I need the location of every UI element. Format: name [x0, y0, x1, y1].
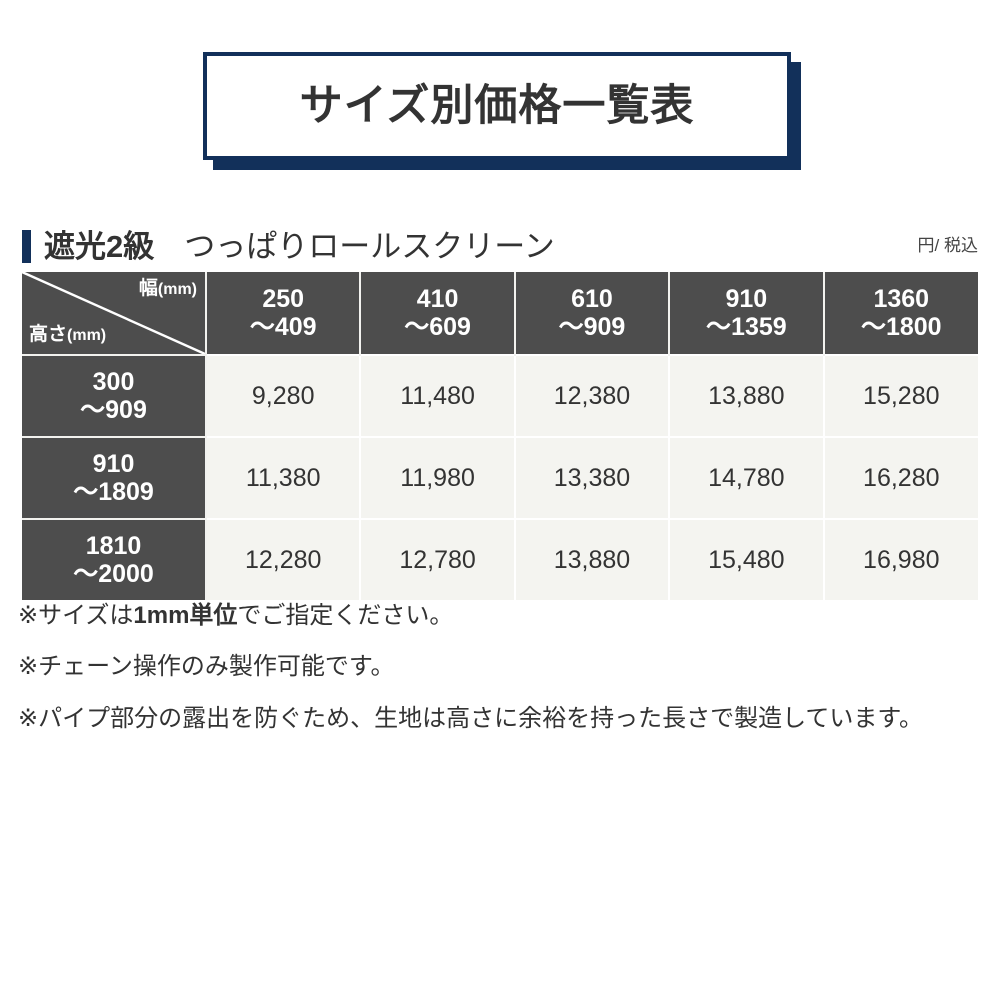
note-size-unit-part2: でご指定ください。 [237, 602, 454, 629]
column-header-4: 910 ～1359 [669, 272, 825, 355]
table-header-row: 幅(mm) 高さ(mm) 250 ～409 410 ～609 610 ～909 … [22, 272, 978, 355]
column-header-2-to: ～609 [404, 313, 471, 341]
table-corner-cell: 幅(mm) 高さ(mm) [22, 272, 207, 355]
column-header-5-to: ～1800 [860, 313, 942, 341]
row-header-1-from: 300 [92, 368, 135, 396]
row-header-2-from: 910 [92, 450, 135, 478]
column-header-4-to: ～1359 [706, 313, 787, 341]
price-cell: 12,380 [514, 354, 671, 437]
note-size-unit-part1: ※サイズは [18, 602, 134, 629]
row-header-2-to: ～1809 [73, 478, 154, 506]
product-grade-label: 遮光2級 [44, 228, 155, 264]
price-cell: 9,280 [206, 354, 362, 437]
note-pipe-length: ※パイプ部分の露出を防ぐため、生地は高さに余裕を持った長さで製造しています。 [18, 703, 980, 735]
column-header-2: 410 ～609 [360, 272, 516, 355]
column-header-2-from: 410 [416, 285, 459, 313]
corner-height-label: 高さ(mm) [29, 324, 107, 345]
row-header-1-to: ～909 [80, 396, 147, 424]
price-cell: 11,480 [360, 354, 516, 437]
banner-box: サイズ別価格一覧表 [203, 52, 791, 160]
price-unit-note: 円/ 税込 [917, 235, 978, 255]
column-header-3-to: ～909 [558, 313, 626, 341]
column-header-3-from: 610 [571, 285, 613, 313]
accent-bar [22, 229, 31, 263]
page-title-banner: サイズ別価格一覧表 [203, 52, 801, 170]
row-header-3-to: ～2000 [73, 560, 154, 588]
table-row: 1810 ～2000 12,280 12,780 13,880 15,480 1… [22, 518, 978, 600]
price-cell: 15,280 [823, 354, 978, 437]
price-cell: 16,280 [823, 436, 978, 519]
price-cell: 13,880 [669, 354, 825, 437]
column-header-3: 610 ～909 [514, 272, 671, 355]
column-header-5: 1360 ～1800 [823, 272, 978, 355]
price-cell: 15,480 [669, 518, 825, 600]
column-header-1: 250 ～409 [206, 272, 362, 355]
price-cell: 14,780 [669, 436, 825, 519]
corner-width-label: 幅(mm) [138, 278, 197, 299]
column-header-1-from: 250 [262, 285, 305, 313]
price-cell: 13,380 [514, 436, 671, 519]
column-header-4-from: 910 [725, 285, 768, 313]
table-row: 910 ～1809 11,380 11,980 13,380 14,780 16… [22, 436, 978, 519]
price-cell: 16,980 [823, 518, 978, 600]
product-subtitle-row: 遮光2級 つっぱりロールスクリーン 円/ 税込 [22, 224, 978, 268]
page-title: サイズ別価格一覧表 [299, 81, 695, 130]
price-cell: 11,380 [206, 436, 362, 519]
price-table: 幅(mm) 高さ(mm) 250 ～409 410 ～609 610 ～909 … [22, 272, 978, 600]
row-header-2: 910 ～1809 [22, 436, 207, 519]
diagonal-divider-icon [22, 272, 205, 354]
product-name-label: つっぱりロールスクリーン [184, 228, 555, 264]
row-header-1: 300 ～909 [22, 354, 207, 437]
note-chain-only: ※チェーン操作のみ製作可能です。 [18, 653, 395, 681]
notes-section: ※サイズは1mm単位でご指定ください。 ※チェーン操作のみ製作可能です。 ※パイ… [18, 600, 980, 735]
price-cell: 12,280 [206, 518, 362, 600]
price-cell: 13,880 [514, 518, 671, 600]
note-pipe-length-text: ※パイプ部分の露出を防ぐため、生地は高さに余裕を持った長さで製造しています。 [18, 704, 923, 732]
note-size-unit: ※サイズは1mm単位でご指定ください。 [18, 600, 980, 632]
column-header-1-to: ～409 [249, 313, 317, 341]
price-cell: 11,980 [360, 436, 516, 519]
table-row: 300 ～909 9,280 11,480 12,380 13,880 15,2… [22, 354, 978, 437]
price-cell: 12,780 [360, 518, 516, 600]
row-header-3-from: 1810 [85, 532, 142, 560]
note-size-unit-emphasis: 1mm単位 [133, 602, 238, 629]
row-header-3: 1810 ～2000 [22, 518, 207, 600]
column-header-5-from: 1360 [873, 285, 930, 313]
